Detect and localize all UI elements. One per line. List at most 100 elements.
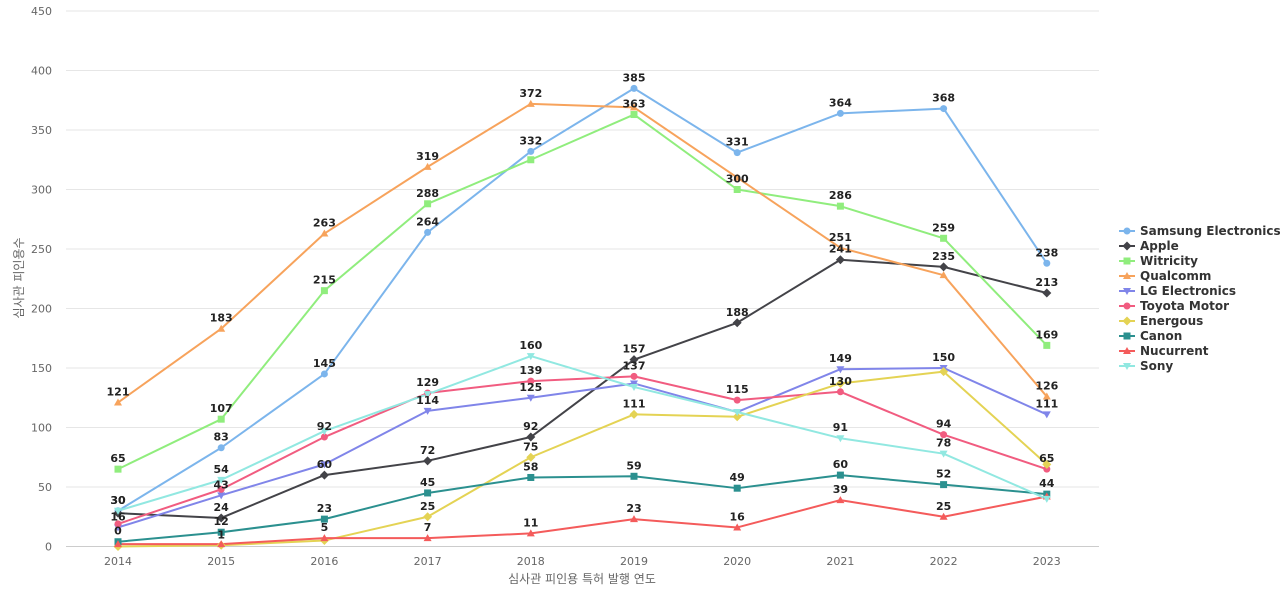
data-point-marker — [939, 450, 948, 458]
data-label: 23 — [317, 502, 332, 515]
data-point-marker — [732, 412, 742, 422]
series-markers — [113, 84, 1052, 551]
data-point-marker — [940, 431, 948, 439]
data-label: 157 — [623, 343, 646, 356]
data-point-marker — [114, 507, 122, 515]
legend-item[interactable]: Toyota Motor — [1119, 299, 1229, 313]
data-point-marker — [630, 380, 638, 388]
series-line — [117, 355, 1048, 512]
data-label: 300 — [726, 173, 749, 186]
legend-label: Energous — [1140, 314, 1203, 328]
data-label: 264 — [416, 215, 439, 228]
data-point-marker — [320, 229, 329, 237]
data-point-marker — [114, 465, 122, 473]
data-point-marker — [319, 470, 329, 480]
legend-label: Sony — [1140, 359, 1173, 373]
data-label: 332 — [519, 134, 542, 147]
series-line — [117, 367, 1048, 529]
data-point-marker — [733, 409, 742, 417]
data-label: 92 — [523, 420, 538, 433]
data-point-marker — [216, 513, 226, 523]
legend-item[interactable]: Samsung Electronics — [1119, 224, 1280, 238]
data-label: 121 — [107, 386, 130, 399]
data-label: 115 — [726, 383, 749, 396]
data-point-marker — [1042, 411, 1051, 419]
legend-item[interactable]: Energous — [1119, 314, 1203, 328]
legend-label: Witricity — [1140, 254, 1198, 268]
series-lines — [117, 87, 1048, 548]
x-tick-label: 2016 — [310, 555, 338, 568]
data-label: 111 — [1035, 397, 1058, 410]
y-tick-label: 250 — [31, 243, 52, 256]
legend-item[interactable]: Sony — [1119, 359, 1173, 373]
data-label: 288 — [416, 187, 439, 200]
data-point-marker — [629, 409, 639, 419]
data-point-marker — [526, 353, 535, 361]
data-point-marker — [320, 515, 328, 523]
data-point-marker — [320, 370, 328, 378]
data-point-marker — [423, 162, 432, 170]
legend-marker — [1123, 332, 1131, 340]
data-label: 92 — [317, 420, 332, 433]
x-tick-label: 2020 — [723, 555, 751, 568]
series-line — [117, 258, 1048, 519]
data-point-marker — [320, 287, 328, 295]
data-point-marker — [217, 492, 226, 500]
data-point-marker — [836, 388, 844, 396]
legend-marker — [1123, 363, 1131, 370]
data-label: 7 — [424, 521, 432, 534]
data-point-marker — [217, 324, 226, 332]
data-point-marker — [836, 496, 845, 504]
legend-item[interactable]: Nucurrent — [1119, 344, 1209, 358]
x-tick-label: 2021 — [826, 555, 854, 568]
legend: Samsung ElectronicsAppleWitricityQualcom… — [1119, 224, 1280, 373]
data-point-marker — [732, 318, 742, 328]
data-point-marker — [217, 485, 225, 493]
data-label: 12 — [214, 515, 229, 528]
data-label: 25 — [420, 500, 435, 513]
x-axis-ticks: 2014 2015 2016 2017 2018 2019 2020 2021 2022 2023 — [104, 555, 1061, 568]
legend-item[interactable]: Apple — [1119, 239, 1179, 253]
y-tick-label: 350 — [31, 124, 52, 137]
data-label: 23 — [626, 502, 641, 515]
data-point-marker — [114, 520, 122, 528]
data-label: 49 — [730, 471, 745, 484]
data-label: 238 — [1035, 246, 1058, 259]
data-label: 150 — [932, 351, 955, 364]
series-line — [117, 375, 1048, 525]
series-line — [117, 370, 1048, 548]
x-tick-label: 2018 — [517, 555, 545, 568]
y-axis-ticks: 0 50 100 150 200 250 300 350 400 450 — [31, 5, 52, 554]
legend-item[interactable]: LG Electronics — [1119, 284, 1236, 298]
data-label: 241 — [829, 243, 852, 256]
legend-marker — [1123, 227, 1131, 235]
data-point-marker — [630, 84, 638, 92]
data-label: 11 — [523, 516, 538, 529]
gridlines — [66, 10, 1099, 488]
legend-item[interactable]: Witricity — [1119, 254, 1198, 268]
data-label: 183 — [210, 312, 233, 325]
legend-label: Toyota Motor — [1140, 299, 1229, 313]
data-label: 58 — [523, 460, 538, 473]
x-tick-label: 2022 — [930, 555, 958, 568]
data-point-marker — [527, 473, 535, 481]
data-point-marker — [424, 228, 432, 236]
data-point-marker — [526, 99, 535, 107]
data-label: 215 — [313, 274, 336, 287]
data-point-marker — [526, 394, 535, 402]
data-point-marker — [423, 456, 433, 466]
data-label: 59 — [626, 459, 641, 472]
data-label: 39 — [833, 483, 848, 496]
data-point-marker — [217, 444, 225, 452]
data-point-marker — [629, 355, 639, 365]
legend-item[interactable]: Canon — [1119, 329, 1182, 343]
data-point-marker — [733, 396, 741, 404]
data-point-marker — [939, 367, 949, 377]
data-point-marker — [733, 149, 741, 157]
data-label: 43 — [214, 478, 229, 491]
legend-item[interactable]: Qualcomm — [1119, 269, 1211, 283]
x-tick-label: 2023 — [1033, 555, 1061, 568]
legend-marker — [1123, 347, 1131, 354]
data-label: 114 — [416, 394, 439, 407]
data-label: 364 — [829, 96, 852, 109]
